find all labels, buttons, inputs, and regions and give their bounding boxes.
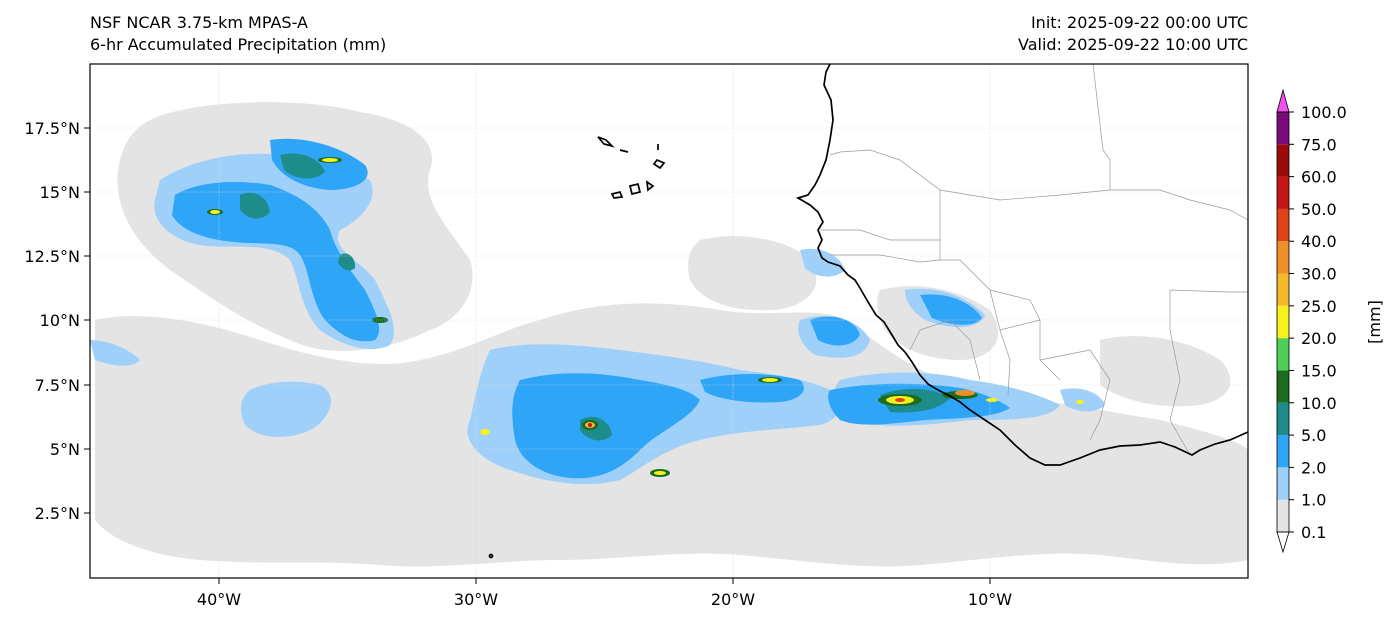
colorbar-segment <box>1277 499 1289 532</box>
colorbar-segment <box>1277 435 1289 468</box>
colorbar-tick-label: 5.0 <box>1301 426 1326 445</box>
lat-tick-label: 5°N <box>50 440 80 459</box>
lon-tick-label: 10°W <box>968 590 1012 609</box>
lat-tick-label: 15°N <box>40 183 80 202</box>
longitude-axis: 40°W 30°W 20°W 10°W <box>197 578 1012 609</box>
title-field: 6-hr Accumulated Precipitation (mm) <box>90 35 387 54</box>
lat-tick-label: 2.5°N <box>35 504 80 523</box>
lon-tick-label: 20°W <box>711 590 755 609</box>
colorbar-segment <box>1277 208 1289 242</box>
colorbar-segment <box>1277 144 1289 177</box>
colorbar-tick-label: 50.0 <box>1301 200 1337 219</box>
colorbar: 0.1 1.0 2.0 5.0 10.0 15.0 20.0 25.0 30.0 40.0 50.0… <box>1276 88 1347 554</box>
latitude-axis: 17.5°N 15°N 12.5°N 10°N 7.5°N 5°N 2.5°N <box>24 119 90 523</box>
lat-tick-label: 7.5°N <box>35 376 80 395</box>
colorbar-tick-label: 75.0 <box>1301 135 1337 154</box>
lon-tick-label: 40°W <box>197 590 241 609</box>
colorbar-tick-label: 10.0 <box>1301 394 1337 413</box>
colorbar-tick-label: 1.0 <box>1301 491 1326 510</box>
colorbar-extend-max <box>1276 88 1290 113</box>
lon-tick-label: 30°W <box>454 590 498 609</box>
colorbar-tick-label: 20.0 <box>1301 329 1337 348</box>
colorbar-segment <box>1277 338 1289 371</box>
colorbar-tick-label: 0.1 <box>1301 523 1326 542</box>
country-borders <box>820 64 1248 456</box>
colorbar-tick-label: 60.0 <box>1301 168 1337 187</box>
colorbar-segment <box>1277 176 1289 209</box>
colorbar-segment <box>1277 305 1289 339</box>
map-panel <box>90 64 1248 578</box>
colorbar-tick-label: 2.0 <box>1301 458 1326 477</box>
colorbar-extend-min <box>1276 531 1290 554</box>
coastline <box>488 64 1248 559</box>
colorbar-segment <box>1277 402 1289 436</box>
precip-level-high <box>210 158 1084 475</box>
colorbar-segment <box>1277 467 1289 500</box>
colorbar-tick-label: 100.0 <box>1301 103 1347 122</box>
colorbar-segment <box>1277 112 1289 145</box>
lat-tick-label: 12.5°N <box>24 247 80 266</box>
map-frame <box>89 63 1249 579</box>
init-time: Init: 2025-09-22 00:00 UTC <box>1030 13 1248 32</box>
colorbar-segment <box>1277 273 1289 306</box>
colorbar-tick-label: 30.0 <box>1301 265 1337 284</box>
lat-tick-label: 10°N <box>40 311 80 330</box>
lat-tick-label: 17.5°N <box>24 119 80 138</box>
valid-time: Valid: 2025-09-22 10:00 UTC <box>1017 35 1248 54</box>
title-model: NSF NCAR 3.75-km MPAS-A <box>90 13 308 32</box>
colorbar-tick-label: 15.0 <box>1301 361 1337 380</box>
colorbar-tick-label: 25.0 <box>1301 297 1337 316</box>
colorbar-segment <box>1277 370 1289 403</box>
colorbar-unit-label: [mm] <box>1365 300 1384 344</box>
graticule <box>90 64 1248 578</box>
colorbar-segment <box>1277 241 1289 274</box>
colorbar-tick-label: 40.0 <box>1301 232 1337 251</box>
colorbar-outline <box>1276 111 1290 533</box>
